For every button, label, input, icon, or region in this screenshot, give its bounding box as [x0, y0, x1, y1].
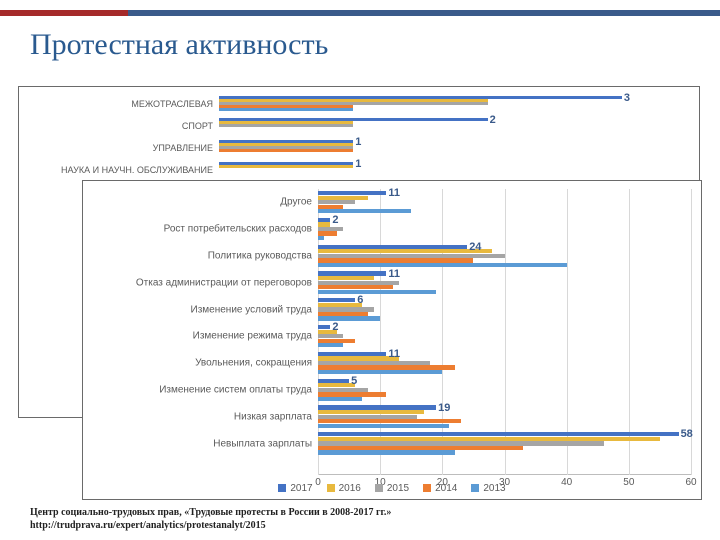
value-label: 11 [386, 268, 400, 280]
legend-label: 2016 [339, 483, 361, 494]
category-label: Отказ администрации от переговоров [136, 277, 318, 288]
bar [318, 397, 362, 401]
bar [219, 124, 353, 127]
category-row: Низкая зарплата19 [318, 403, 691, 430]
value-label: 3 [622, 92, 630, 104]
category-row: Увольнения, сокращения11 [318, 350, 691, 377]
value-label: 2 [330, 321, 338, 333]
category-label: Другое [280, 197, 318, 208]
back-category-label: МЕЖОТРАСЛЕВАЯ [131, 99, 219, 109]
accent-stripe-left [0, 10, 128, 16]
category-row: Другое11 [318, 189, 691, 216]
category-label: Невыплата зарплаты [213, 438, 318, 449]
legend-item: 2017 [278, 483, 312, 494]
front-chart-panel: 0102030405060Другое11Рост потребительски… [82, 180, 702, 500]
bar [219, 108, 353, 111]
category-row: Отказ администрации от переговоров11 [318, 269, 691, 296]
bar [318, 343, 343, 347]
legend-label: 2015 [387, 483, 409, 494]
bar [318, 316, 380, 320]
category-row: Изменение условий труда6 [318, 296, 691, 323]
legend-swatch [375, 484, 383, 492]
back-category-row: УПРАВЛЕНИЕ1 [219, 137, 689, 159]
value-label: 58 [679, 428, 693, 440]
category-label: Изменение режима труда [193, 331, 318, 342]
category-label: Политика руководства [208, 250, 318, 261]
category-row: Изменение систем оплаты труда5 [318, 377, 691, 404]
bar [318, 290, 436, 294]
bar [318, 209, 411, 213]
category-row: Изменение режима труда2 [318, 323, 691, 350]
legend-item: 2015 [375, 483, 409, 494]
legend-label: 2013 [483, 483, 505, 494]
legend-label: 2014 [435, 483, 457, 494]
category-row: Рост потребительских расходов2 [318, 216, 691, 243]
back-category-label: СПОРТ [182, 121, 219, 131]
value-label: 11 [386, 348, 400, 360]
bar [318, 370, 442, 374]
value-label: 1 [353, 136, 361, 148]
bar [219, 149, 353, 152]
legend-swatch [327, 484, 335, 492]
back-category-label: УПРАВЛЕНИЕ [153, 143, 219, 153]
category-row: Невыплата зарплаты58 [318, 430, 691, 457]
value-label: 11 [386, 187, 400, 199]
bar [219, 165, 353, 168]
legend-item: 2016 [327, 483, 361, 494]
legend: 2017 2016 2015 2014 2013 [83, 479, 701, 497]
category-label: Низкая зарплата [234, 411, 318, 422]
value-label: 2 [330, 214, 338, 226]
accent-stripe-right [128, 10, 720, 16]
value-label: 5 [349, 375, 357, 387]
value-label: 2 [488, 114, 496, 126]
value-label: 6 [355, 294, 363, 306]
back-category-row: НАУКА И НАУЧН. ОБСЛУЖИВАНИЕ1 [219, 159, 689, 181]
page-title: Протестная активность [30, 28, 328, 62]
value-label: 1 [353, 158, 361, 170]
legend-label: 2017 [290, 483, 312, 494]
category-label: Изменение систем оплаты труда [159, 384, 318, 395]
bar [318, 236, 324, 240]
category-label: Рост потребительских расходов [164, 224, 318, 235]
legend-swatch [423, 484, 431, 492]
legend-item: 2014 [423, 483, 457, 494]
back-category-row: МЕЖОТРАСЛЕВАЯ3 [219, 93, 689, 115]
source-citation: Центр социально-трудовых прав, «Трудовые… [30, 507, 391, 532]
category-row: Политика руководства24 [318, 243, 691, 270]
value-label: 24 [467, 241, 481, 253]
category-label: Изменение условий труда [191, 304, 319, 315]
legend-item: 2013 [471, 483, 505, 494]
value-label: 19 [436, 402, 450, 414]
legend-swatch [471, 484, 479, 492]
category-label: Увольнения, сокращения [195, 358, 318, 369]
front-chart-plot: 0102030405060Другое11Рост потребительски… [318, 189, 691, 475]
bar [318, 424, 449, 428]
back-category-row: СПОРТ2 [219, 115, 689, 137]
bar [318, 450, 455, 454]
bar [318, 263, 567, 267]
back-category-label: НАУКА И НАУЧН. ОБСЛУЖИВАНИЕ [61, 165, 219, 175]
legend-swatch [278, 484, 286, 492]
